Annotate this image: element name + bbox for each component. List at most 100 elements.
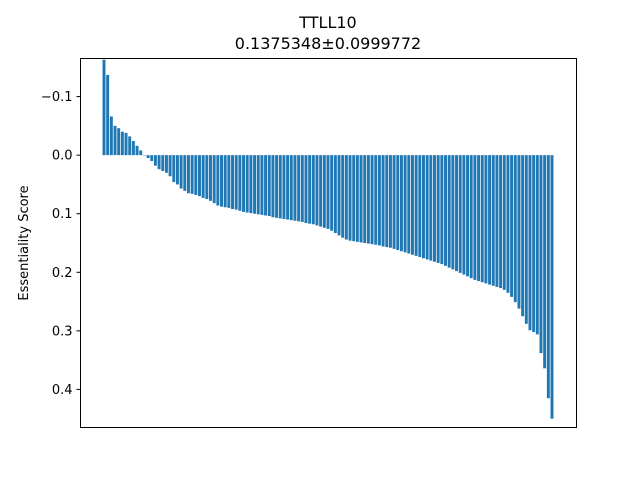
bar: [333, 155, 337, 234]
bar: [341, 155, 345, 238]
bar: [410, 155, 414, 255]
bar: [168, 155, 172, 177]
y-tick-label: 0.3: [52, 324, 73, 339]
chart-subtitle: 0.1375348±0.0999772: [235, 34, 421, 53]
bar: [436, 155, 440, 263]
bar: [186, 155, 190, 194]
bar: [440, 155, 444, 265]
bar: [414, 155, 418, 256]
bar: [131, 141, 135, 156]
bar: [128, 136, 132, 156]
bar: [363, 155, 367, 243]
bar: [543, 155, 547, 369]
bar: [227, 155, 231, 208]
bar: [377, 155, 381, 246]
bar: [135, 145, 139, 156]
bar: [253, 155, 257, 214]
bar: [315, 155, 319, 226]
bar: [366, 155, 370, 244]
bar: [153, 155, 157, 166]
bar: [308, 155, 312, 224]
bar: [256, 155, 260, 215]
bar: [260, 155, 264, 215]
bar: [264, 155, 268, 216]
bar: [455, 155, 458, 272]
bar: [278, 155, 282, 219]
bar: [293, 155, 297, 221]
bar: [473, 155, 477, 280]
bar: [381, 155, 385, 247]
y-axis-label: Essentiality Score: [17, 185, 32, 300]
bar: [179, 155, 183, 189]
bar: [245, 155, 249, 213]
bar: [444, 155, 447, 266]
bar: [429, 155, 433, 261]
bar: [462, 155, 466, 275]
bar: [183, 155, 187, 191]
bar: [109, 116, 113, 156]
bar: [231, 155, 234, 210]
bar: [267, 155, 271, 217]
bar: [484, 155, 488, 284]
bar: [216, 155, 220, 206]
bar: [190, 155, 194, 194]
bar: [198, 155, 201, 197]
bar: [271, 155, 275, 218]
bar: [352, 155, 356, 242]
bar: [172, 155, 176, 183]
bar: [139, 150, 143, 156]
bar: [407, 155, 411, 254]
bar: [249, 155, 253, 214]
y-tick-label: −0.1: [41, 90, 73, 105]
bar: [388, 155, 392, 248]
bar: [102, 59, 106, 156]
y-axis-ticks: −0.1 0.0 0.1 0.2 0.3 0.4: [41, 90, 81, 398]
bar: [385, 155, 389, 248]
bar: [513, 155, 517, 303]
bar: [120, 131, 124, 156]
bar: [205, 155, 209, 200]
bar: [469, 155, 473, 279]
bar: [546, 155, 550, 399]
bar: [425, 155, 429, 260]
bar: [322, 155, 326, 228]
bar: [499, 155, 503, 289]
bar: [528, 155, 532, 331]
bar: [106, 74, 110, 156]
bar: [344, 155, 348, 240]
bar: [447, 155, 451, 268]
bar: [539, 155, 543, 354]
bar: [242, 155, 246, 212]
bar: [117, 128, 121, 156]
bar: [209, 155, 212, 201]
bar: [355, 155, 359, 242]
bar: [289, 155, 293, 221]
bar: [297, 155, 301, 222]
bar: [330, 155, 334, 231]
bar: [491, 155, 495, 286]
bar: [113, 125, 117, 156]
bars-group: [102, 59, 554, 419]
y-tick-label: 0.2: [52, 266, 73, 281]
bar: [161, 155, 165, 171]
bar: [374, 155, 378, 245]
bar: [319, 155, 323, 227]
bar: [521, 155, 525, 317]
bar: [403, 155, 407, 253]
bar: [146, 155, 150, 159]
bar: [458, 155, 462, 273]
bar: [477, 155, 481, 282]
bar: [433, 155, 436, 262]
bar: [150, 155, 154, 161]
bar: [337, 155, 341, 236]
bar: [201, 155, 205, 198]
bar: [451, 155, 455, 270]
bar: [517, 155, 521, 309]
bar: [286, 155, 290, 220]
bar: [359, 155, 363, 243]
bar: [157, 155, 161, 170]
bar: [418, 155, 422, 258]
bar: [524, 155, 528, 324]
bar: [535, 155, 539, 335]
